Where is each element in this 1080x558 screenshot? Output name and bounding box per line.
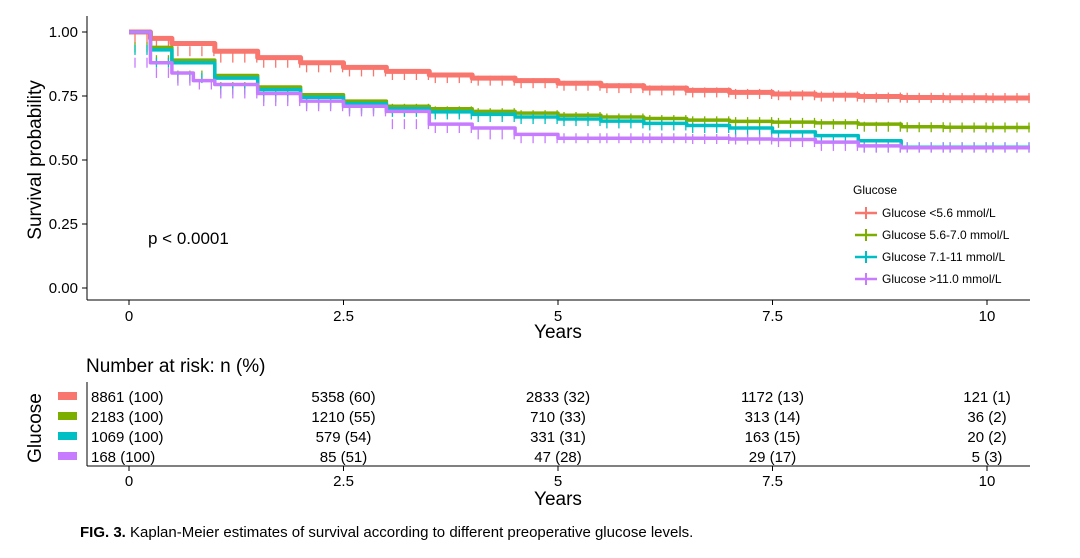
caption-label: FIG. 3. (80, 524, 126, 541)
y-axis-title: Survival probability (25, 80, 46, 240)
risk-cell: 313 (14) (745, 409, 801, 426)
risk-x-tick-label: 5 (554, 473, 562, 490)
risk-cell: 29 (17) (749, 449, 797, 466)
risk-row-swatch (58, 432, 77, 440)
risk-table-title: Number at risk: n (%) (86, 356, 265, 377)
x-tick-label: 7.5 (762, 308, 783, 325)
y-tick-label: 0.75 (49, 88, 78, 105)
survival-curve (129, 30, 1030, 149)
survival-curve (129, 30, 1030, 130)
figure-caption: FIG. 3. Kaplan-Meier estimates of surviv… (80, 524, 693, 541)
caption-text: Kaplan-Meier estimates of survival accor… (125, 524, 694, 541)
risk-cell: 85 (51) (320, 449, 368, 466)
risk-cell: 5 (3) (972, 449, 1003, 466)
survival-curve (129, 29, 1030, 101)
risk-cell: 20 (2) (967, 429, 1006, 446)
legend-title: Glucose (853, 183, 897, 197)
y-tick-label: 1.00 (49, 24, 78, 41)
y-tick-label: 0.00 (49, 280, 78, 297)
legend-label: Glucose 7.1-11 mmol/L (882, 250, 1005, 264)
y-tick-label: 0.50 (49, 152, 78, 169)
survival-plot: 0.00 0.25 0.50 0.75 1.00 0 2.5 5 7.5 10 (49, 16, 1030, 325)
risk-row-swatch (58, 392, 77, 400)
y-tick-label: 0.25 (49, 216, 78, 233)
x-axis-title: Years (534, 322, 582, 343)
risk-x-tick-label: 7.5 (762, 473, 783, 490)
p-value-annotation: p < 0.0001 (148, 229, 229, 248)
legend-label: Glucose <5.6 mmol/L (882, 206, 996, 220)
risk-table-x-title: Years (534, 489, 582, 510)
risk-x-tick-label: 10 (979, 473, 996, 490)
x-tick-label: 2.5 (333, 308, 354, 325)
legend-label: Glucose 5.6-7.0 mmol/L (882, 228, 1010, 242)
risk-cell: 121 (1) (963, 389, 1011, 406)
risk-cell: 710 (33) (530, 409, 586, 426)
survival-curve (129, 30, 1030, 150)
legend-label: Glucose >11.0 mmol/L (882, 272, 1002, 286)
risk-cell: 1172 (13) (741, 389, 804, 406)
risk-cell: 168 (100) (91, 449, 155, 466)
risk-row-swatch (58, 452, 77, 460)
risk-cell: 2183 (100) (91, 409, 164, 426)
risk-cell: 579 (54) (316, 429, 372, 446)
risk-cell: 36 (2) (967, 409, 1006, 426)
risk-cell: 331 (31) (530, 429, 586, 446)
legend: Glucose Glucose <5.6 mmol/L Glucose 5.6-7… (853, 183, 1010, 286)
risk-cell: 2833 (32) (526, 389, 590, 406)
risk-x-tick-label: 0 (125, 473, 133, 490)
risk-cell: 163 (15) (745, 429, 801, 446)
risk-table-y-title: Glucose (25, 393, 46, 463)
risk-table: 8861 (100) 5358 (60) 2833 (32) 1172 (13) 121… (58, 382, 1030, 490)
x-tick-label: 10 (979, 308, 996, 325)
risk-cell: 8861 (100) (91, 389, 164, 406)
risk-cell: 1069 (100) (91, 429, 164, 446)
x-tick-label: 5 (554, 308, 562, 325)
risk-cell: 5358 (60) (311, 389, 375, 406)
risk-cell: 47 (28) (534, 449, 582, 466)
risk-cell: 1210 (55) (311, 409, 375, 426)
x-tick-label: 0 (125, 308, 133, 325)
risk-row-swatch (58, 412, 77, 420)
risk-x-tick-label: 2.5 (333, 473, 354, 490)
